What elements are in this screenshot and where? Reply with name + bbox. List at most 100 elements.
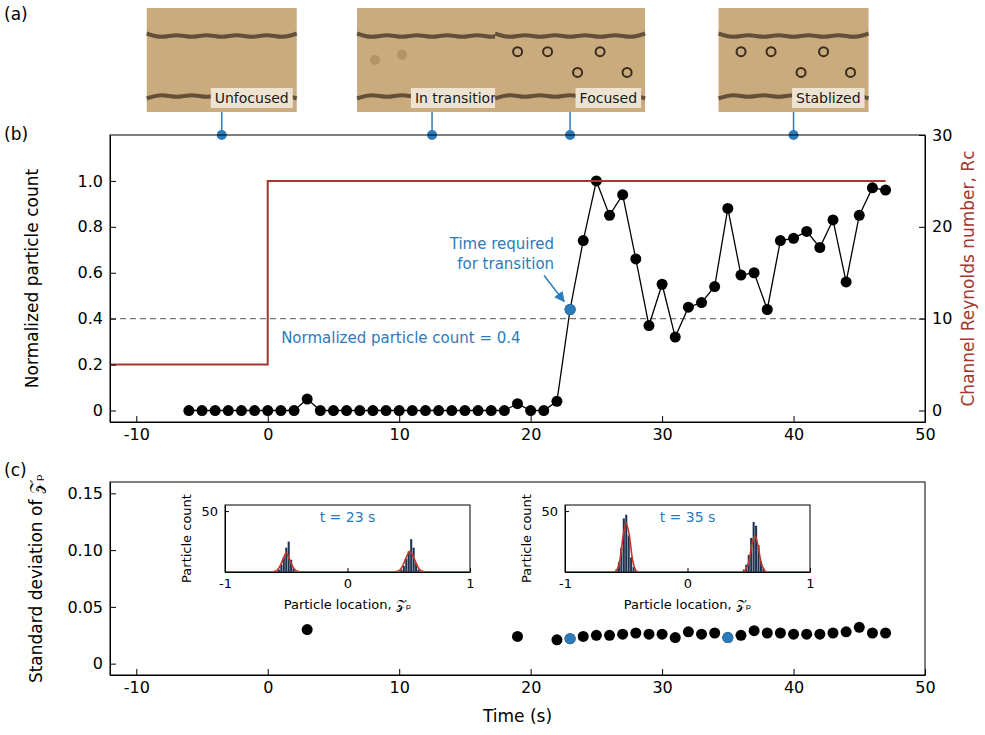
data-point — [197, 405, 208, 416]
data-point — [762, 304, 773, 315]
particle — [370, 55, 380, 65]
tick-label: 10 — [390, 678, 410, 697]
axis: -1001020304050 — [111, 669, 936, 697]
tick: 20 — [521, 669, 541, 697]
annotation-line: for transition — [457, 255, 554, 273]
tick: 0 — [919, 401, 942, 420]
tick-mark — [662, 669, 663, 675]
axis: 50 — [201, 504, 229, 573]
tick-mark — [110, 550, 116, 551]
data-point — [788, 233, 799, 244]
tick-mark — [531, 416, 532, 422]
tick: 0.15 — [67, 484, 116, 503]
axis-line — [925, 136, 926, 423]
reference-line — [110, 318, 925, 319]
tick-label: 50 — [915, 678, 935, 697]
tick: 1 — [806, 568, 814, 591]
tick: 30 — [652, 669, 672, 697]
particle — [397, 50, 407, 60]
axis-line — [566, 572, 811, 573]
tick-label: 0.15 — [67, 484, 103, 503]
figure: (a)UnfocusedIn transitionFocusedStablize… — [0, 0, 985, 735]
tick-label: 30 — [652, 425, 672, 444]
tick-mark — [919, 227, 925, 228]
tick-mark — [110, 273, 116, 274]
data-point — [223, 405, 234, 416]
tick-label: 1 — [466, 576, 474, 591]
panel-label: (c) — [4, 460, 27, 480]
particle — [819, 47, 828, 56]
data-point — [381, 405, 392, 416]
data-point — [643, 629, 654, 640]
data-point — [565, 304, 576, 315]
data-point — [591, 630, 602, 641]
label-patch — [576, 88, 641, 108]
tick-label: 0.05 — [67, 598, 103, 617]
tick-label: -10 — [124, 425, 150, 444]
data-point — [749, 625, 760, 636]
tick: 0 — [263, 416, 273, 444]
data-point — [683, 302, 694, 313]
data-point — [565, 304, 576, 315]
tick: 1.0 — [78, 172, 116, 191]
tick-mark — [531, 669, 532, 675]
plot-frame — [110, 482, 925, 675]
data-point — [367, 405, 378, 416]
tick-mark — [399, 416, 400, 422]
data-point — [827, 214, 838, 225]
plot-area — [110, 175, 925, 416]
data-point — [841, 276, 852, 287]
axis: 00.050.100.15 — [67, 483, 116, 676]
label-patch — [411, 88, 503, 108]
tick: 1 — [466, 568, 474, 591]
label-patch — [792, 88, 864, 108]
tick-mark — [110, 319, 116, 320]
tick: 0.10 — [67, 541, 116, 560]
inset-title: t = 35 s — [660, 509, 716, 525]
axis-title: Standard deviation of 𝒵ₚ — [26, 474, 46, 683]
data-point — [183, 405, 194, 416]
data-point — [749, 267, 760, 278]
axis-title: Time (s) — [482, 706, 552, 726]
data-point — [867, 182, 878, 193]
data-point — [696, 629, 707, 640]
tick: 20 — [919, 217, 952, 236]
axis: 0102030 — [919, 126, 952, 423]
axis-line — [110, 483, 111, 676]
axis: 50 — [541, 504, 569, 573]
data-point — [565, 633, 576, 644]
tick: 50 — [541, 504, 569, 519]
tick: 0 — [344, 568, 352, 591]
tick-label: 0 — [932, 401, 942, 420]
tick-label: 40 — [784, 678, 804, 697]
data-point — [683, 626, 694, 637]
annotation-line: Time required — [449, 235, 554, 253]
reference-label: Normalized particle count = 0.4 — [281, 329, 520, 347]
data-point — [275, 405, 286, 416]
channel-wall — [147, 34, 297, 37]
tick: 0 — [263, 669, 273, 697]
tick-label: 0 — [93, 401, 103, 420]
data-point — [722, 632, 733, 643]
tick-mark — [225, 511, 229, 512]
tick-mark — [810, 568, 811, 572]
data-point — [696, 297, 707, 308]
connector — [793, 112, 795, 130]
axis-title: Particle count — [519, 494, 534, 583]
tick: 10 — [919, 309, 952, 328]
data-point — [565, 633, 576, 644]
tick-mark — [565, 511, 569, 512]
data-point — [551, 634, 562, 645]
snapshot: Stablized — [719, 8, 869, 112]
data-point — [643, 320, 654, 331]
tick-mark — [348, 568, 349, 572]
data-point — [499, 405, 510, 416]
tick: 0.8 — [78, 217, 116, 236]
tick-label: 10 — [932, 309, 952, 328]
tick-label: 50 — [201, 504, 218, 519]
axis-line — [111, 422, 926, 423]
tick-label: 0.2 — [78, 355, 103, 374]
data-point — [578, 631, 589, 642]
tick-label: 40 — [784, 425, 804, 444]
data-point — [709, 281, 720, 292]
